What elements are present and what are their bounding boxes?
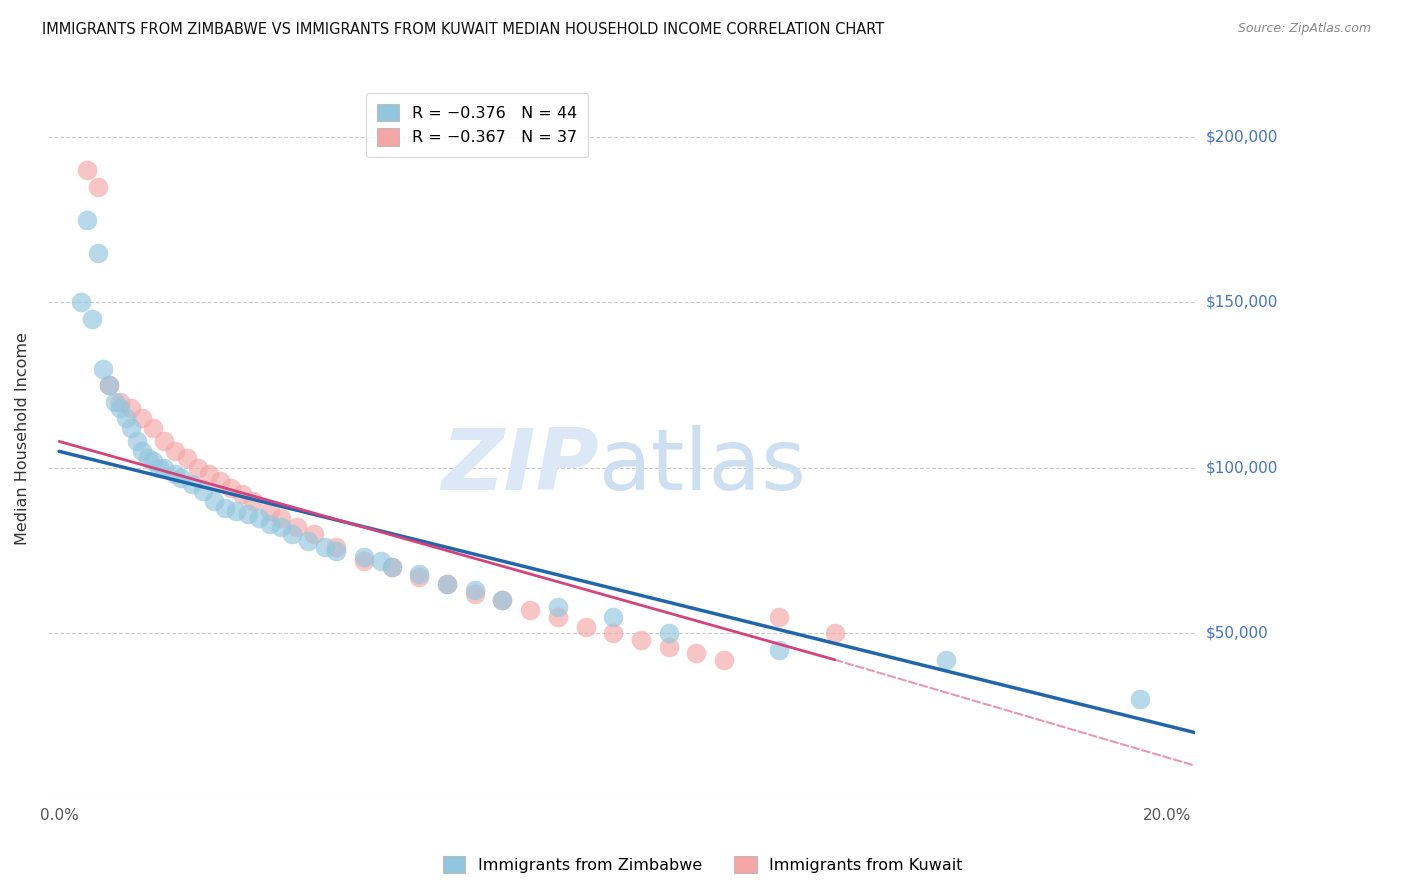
Point <box>602 609 624 624</box>
Point <box>87 179 110 194</box>
Point <box>170 471 193 485</box>
Point <box>108 401 131 416</box>
Point <box>325 543 347 558</box>
Point <box>547 599 569 614</box>
Point <box>187 461 209 475</box>
Point <box>259 504 281 518</box>
Point <box>302 527 325 541</box>
Point <box>142 421 165 435</box>
Point <box>193 483 215 498</box>
Point <box>103 394 125 409</box>
Point <box>824 626 846 640</box>
Point <box>270 510 292 524</box>
Point <box>87 245 110 260</box>
Point <box>120 401 142 416</box>
Point <box>153 434 176 449</box>
Text: Source: ZipAtlas.com: Source: ZipAtlas.com <box>1237 22 1371 36</box>
Point <box>658 626 681 640</box>
Point <box>281 527 304 541</box>
Point <box>768 609 790 624</box>
Point <box>165 467 187 482</box>
Point <box>131 444 153 458</box>
Point <box>108 394 131 409</box>
Point <box>219 481 242 495</box>
Point <box>436 576 458 591</box>
Point <box>148 461 170 475</box>
Point <box>547 609 569 624</box>
Point <box>247 510 270 524</box>
Point <box>713 653 735 667</box>
Point <box>98 378 121 392</box>
Point <box>120 421 142 435</box>
Point <box>236 507 259 521</box>
Point <box>270 520 292 534</box>
Point <box>491 593 513 607</box>
Point <box>381 560 404 574</box>
Point <box>408 566 430 581</box>
Point <box>98 378 121 392</box>
Point <box>76 212 98 227</box>
Point <box>325 541 347 555</box>
Point <box>197 467 219 482</box>
Point <box>142 454 165 468</box>
Point <box>658 640 681 654</box>
Point <box>208 474 231 488</box>
Legend: Immigrants from Zimbabwe, Immigrants from Kuwait: Immigrants from Zimbabwe, Immigrants fro… <box>437 849 969 880</box>
Point <box>181 477 204 491</box>
Point <box>370 553 392 567</box>
Text: $100,000: $100,000 <box>1206 460 1278 475</box>
Point <box>136 450 159 465</box>
Point <box>125 434 148 449</box>
Point <box>231 487 253 501</box>
Legend: R = −0.376   N = 44, R = −0.367   N = 37: R = −0.376 N = 44, R = −0.367 N = 37 <box>366 93 589 157</box>
Text: $50,000: $50,000 <box>1206 626 1268 640</box>
Point <box>259 517 281 532</box>
Point <box>1129 692 1152 706</box>
Point <box>630 632 652 647</box>
Point <box>353 550 375 565</box>
Point <box>76 163 98 178</box>
Point <box>114 411 136 425</box>
Point <box>214 500 236 515</box>
Text: $150,000: $150,000 <box>1206 295 1278 310</box>
Point <box>153 461 176 475</box>
Point <box>464 586 486 600</box>
Point <box>685 646 707 660</box>
Text: $200,000: $200,000 <box>1206 129 1278 145</box>
Point <box>935 653 957 667</box>
Point <box>491 593 513 607</box>
Point <box>82 312 104 326</box>
Point <box>202 494 225 508</box>
Point <box>70 295 93 310</box>
Point <box>574 620 596 634</box>
Point <box>93 361 115 376</box>
Point <box>131 411 153 425</box>
Point <box>436 576 458 591</box>
Y-axis label: Median Household Income: Median Household Income <box>15 332 30 544</box>
Point <box>408 570 430 584</box>
Point <box>519 603 541 617</box>
Point <box>165 444 187 458</box>
Point <box>314 541 336 555</box>
Point <box>768 643 790 657</box>
Text: ZIP: ZIP <box>441 425 599 508</box>
Point <box>242 494 264 508</box>
Point <box>381 560 404 574</box>
Point <box>602 626 624 640</box>
Point <box>176 450 198 465</box>
Point <box>297 533 319 548</box>
Text: atlas: atlas <box>599 425 807 508</box>
Text: IMMIGRANTS FROM ZIMBABWE VS IMMIGRANTS FROM KUWAIT MEDIAN HOUSEHOLD INCOME CORRE: IMMIGRANTS FROM ZIMBABWE VS IMMIGRANTS F… <box>42 22 884 37</box>
Point <box>225 504 247 518</box>
Point <box>464 583 486 598</box>
Point <box>287 520 309 534</box>
Point <box>353 553 375 567</box>
